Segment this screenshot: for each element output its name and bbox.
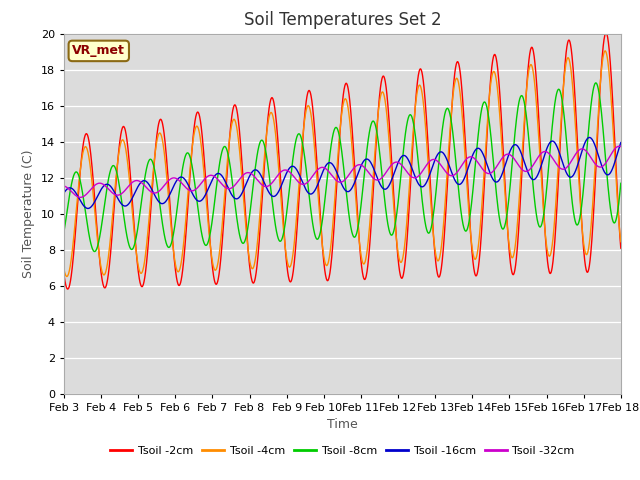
Tsoil -8cm [568, 196, 575, 202]
Tsoil -2cm [584, 269, 591, 275]
Tsoil -2cm [371, 162, 379, 168]
Tsoil -4cm [63, 274, 70, 279]
Tsoil -8cm [359, 188, 367, 193]
Tsoil -4cm [216, 249, 223, 255]
Tsoil -8cm [216, 161, 223, 167]
Tsoil -4cm [504, 235, 512, 241]
Tsoil -16cm [84, 205, 92, 211]
Tsoil -2cm [568, 51, 575, 57]
Line: Tsoil -16cm: Tsoil -16cm [64, 137, 621, 208]
Tsoil -16cm [617, 140, 625, 145]
Tsoil -2cm [216, 268, 223, 274]
Tsoil -4cm [359, 260, 367, 265]
Tsoil -4cm [617, 239, 625, 245]
Tsoil -16cm [504, 153, 512, 158]
Y-axis label: Soil Temperature (C): Soil Temperature (C) [22, 149, 35, 278]
Line: Tsoil -8cm: Tsoil -8cm [64, 83, 621, 252]
Tsoil -32cm [371, 176, 379, 182]
Tsoil -4cm [60, 267, 68, 273]
Legend: Tsoil -2cm, Tsoil -4cm, Tsoil -8cm, Tsoil -16cm, Tsoil -32cm: Tsoil -2cm, Tsoil -4cm, Tsoil -8cm, Tsoi… [106, 441, 579, 460]
Tsoil -4cm [371, 151, 379, 157]
Tsoil -2cm [504, 237, 512, 243]
Tsoil -2cm [359, 271, 367, 276]
Title: Soil Temperatures Set 2: Soil Temperatures Set 2 [244, 11, 441, 29]
X-axis label: Time: Time [327, 418, 358, 431]
Tsoil -4cm [601, 48, 609, 54]
Tsoil -8cm [60, 228, 68, 234]
Tsoil -16cm [216, 171, 223, 177]
Tsoil -2cm [602, 30, 610, 36]
Tsoil -32cm [359, 163, 367, 169]
Tsoil -32cm [504, 151, 512, 157]
Tsoil -4cm [584, 251, 591, 257]
Tsoil -8cm [371, 120, 379, 126]
Tsoil -16cm [568, 174, 575, 180]
Tsoil -2cm [60, 272, 68, 277]
Tsoil -32cm [77, 194, 84, 200]
Tsoil -32cm [616, 144, 623, 149]
Tsoil -8cm [617, 180, 625, 186]
Tsoil -32cm [617, 144, 625, 149]
Tsoil -32cm [584, 149, 591, 155]
Tsoil -16cm [584, 136, 591, 142]
Tsoil -2cm [64, 286, 72, 292]
Tsoil -8cm [504, 200, 512, 206]
Tsoil -4cm [568, 74, 575, 80]
Tsoil -8cm [584, 142, 591, 148]
Tsoil -32cm [568, 157, 575, 163]
Tsoil -16cm [359, 160, 367, 166]
Line: Tsoil -32cm: Tsoil -32cm [64, 146, 621, 197]
Tsoil -16cm [371, 168, 379, 174]
Tsoil -8cm [592, 80, 600, 86]
Tsoil -8cm [91, 249, 99, 254]
Tsoil -16cm [60, 190, 68, 196]
Tsoil -32cm [216, 179, 223, 184]
Tsoil -2cm [617, 245, 625, 251]
Text: VR_met: VR_met [72, 44, 125, 58]
Line: Tsoil -4cm: Tsoil -4cm [64, 51, 621, 276]
Tsoil -16cm [586, 134, 593, 140]
Line: Tsoil -2cm: Tsoil -2cm [64, 33, 621, 289]
Tsoil -32cm [60, 183, 68, 189]
